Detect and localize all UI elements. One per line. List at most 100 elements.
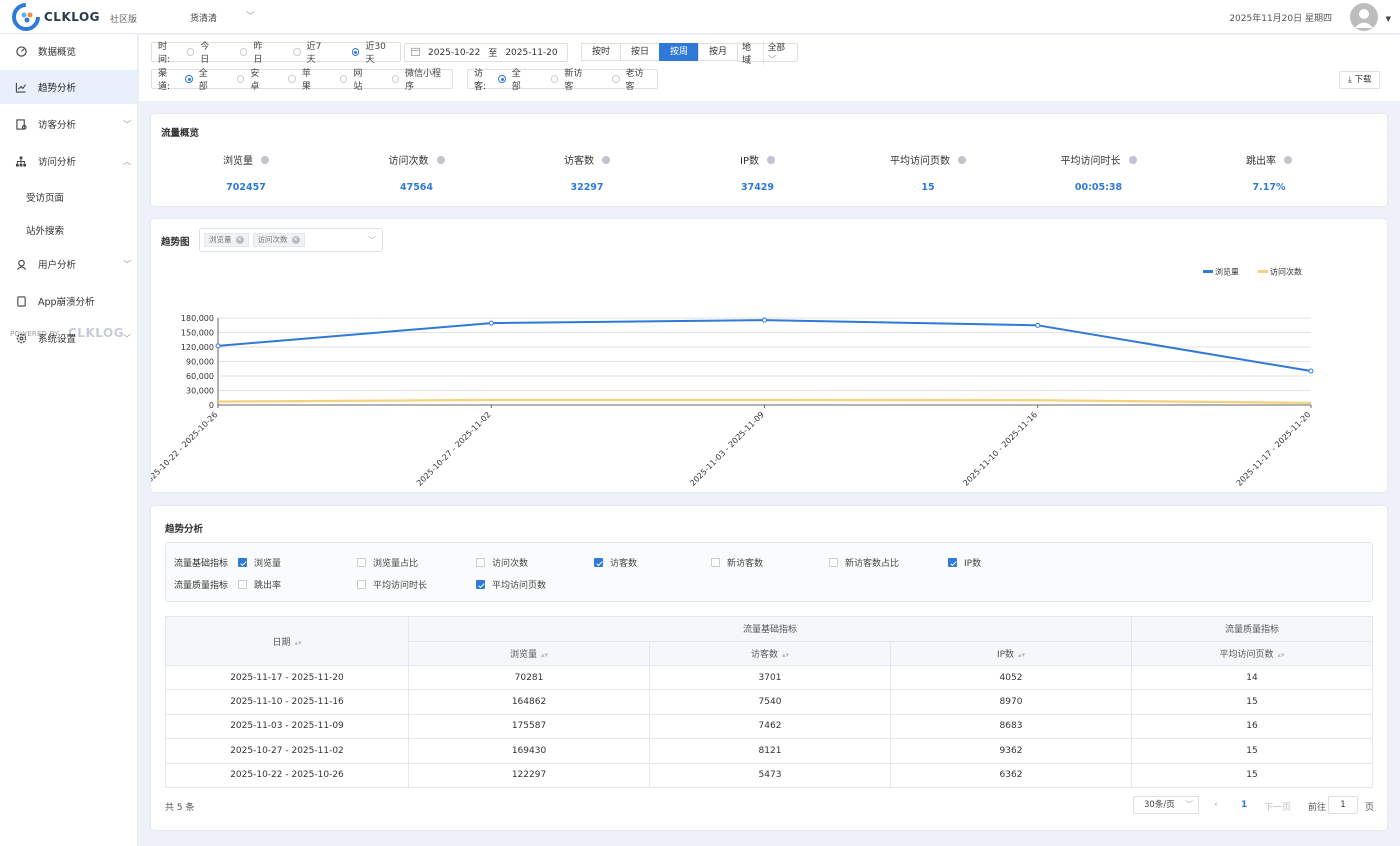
- table-row: 2025-11-17 - 2025-11-20 70281 3701 4052 14: [165, 664, 1373, 691]
- calendar-icon: [411, 47, 420, 59]
- sidebar-item-visitor[interactable]: 访客分析 ﹀: [0, 107, 137, 141]
- date-start[interactable]: 2025-10-22: [428, 47, 481, 58]
- metric-checkbox[interactable]: 访问次数: [476, 556, 528, 569]
- visitors-column-header[interactable]: 访客数 ▴▾: [649, 640, 891, 666]
- sidebar-item-access[interactable]: 访问分析 ︿: [0, 144, 137, 178]
- clklog-logo-icon[interactable]: [12, 3, 42, 31]
- help-icon[interactable]: [436, 155, 445, 164]
- table-cell: 2025-10-27 - 2025-11-02: [165, 738, 409, 764]
- chevron-down-icon: ﹀: [1185, 800, 1193, 809]
- checkbox-icon[interactable]: [594, 558, 603, 567]
- sidebar-subitem-visited-pages[interactable]: 受访页面: [26, 193, 65, 204]
- avg-pages-column-header[interactable]: 平均访问页数 ▴▾: [1131, 640, 1373, 666]
- metric-checkbox[interactable]: 访客数: [594, 556, 637, 569]
- granularity-month-button[interactable]: 按月: [698, 43, 739, 61]
- checkbox-icon[interactable]: [711, 558, 720, 567]
- download-button[interactable]: ⤓ 下载: [1339, 71, 1381, 89]
- sidebar-item-overview[interactable]: 数据概览: [0, 34, 137, 68]
- sidebar-item-user[interactable]: 用户分析 ﹀: [0, 247, 137, 281]
- date-column-header[interactable]: 日期 ▴▾: [165, 616, 409, 666]
- help-icon[interactable]: [958, 155, 966, 164]
- close-icon[interactable]: ×: [235, 236, 244, 244]
- checkbox-icon[interactable]: [476, 580, 485, 589]
- data-point: [1035, 322, 1041, 328]
- visitor-option-returning[interactable]: 老访客: [611, 66, 651, 92]
- metric-tag[interactable]: 浏览量 ×: [204, 233, 249, 247]
- stat-value: 32297: [570, 182, 604, 193]
- sidebar-subitem-external-search[interactable]: 站外搜索: [26, 226, 65, 237]
- next-page-button[interactable]: 下一页: [1264, 803, 1292, 813]
- caret-down-icon[interactable]: ▼: [1385, 15, 1391, 23]
- date-separator: 至: [488, 49, 498, 59]
- checkbox-icon[interactable]: [238, 580, 247, 589]
- table-cell: 169430: [408, 738, 650, 764]
- x-tick-label: 2025-11-10 - 2025-11-16: [961, 410, 1039, 488]
- granularity-week-button[interactable]: 按周: [659, 43, 700, 61]
- chevron-down-icon[interactable]: ﹀: [246, 12, 256, 22]
- metric-checkbox[interactable]: 浏览量占比: [357, 556, 418, 569]
- channel-option-web[interactable]: 网站: [340, 66, 370, 92]
- sort-icon[interactable]: ▴▾: [1018, 650, 1026, 659]
- sort-icon[interactable]: ▴▾: [781, 650, 790, 659]
- goto-page-input[interactable]: 1: [1328, 796, 1358, 814]
- checkbox-icon[interactable]: [948, 558, 957, 567]
- chevron-down-icon[interactable]: ﹀: [368, 236, 376, 245]
- channel-option-android[interactable]: 安卓: [236, 66, 267, 92]
- visitor-option-all[interactable]: 全部: [498, 66, 529, 92]
- help-icon[interactable]: [602, 155, 610, 164]
- time-option-today[interactable]: 今日: [186, 39, 218, 65]
- metric-multiselect[interactable]: 浏览量 × 访问次数 × ﹀: [199, 228, 383, 252]
- sort-icon[interactable]: ▴▾: [1277, 650, 1285, 659]
- help-icon[interactable]: [261, 155, 269, 164]
- avatar[interactable]: [1350, 3, 1378, 31]
- time-option-30days[interactable]: 近30天: [351, 39, 394, 65]
- project-selector[interactable]: 货清清: [190, 14, 218, 24]
- current-date: 2025年11月20日 星期四: [1229, 14, 1332, 24]
- ip-column-header[interactable]: IP数 ▴▾: [890, 640, 1132, 666]
- analysis-title: 趋势分析: [165, 524, 204, 535]
- table-row: 2025-11-10 - 2025-11-16 164862 7540 8970 15: [165, 689, 1373, 715]
- visitor-option-new[interactable]: 新访客: [550, 66, 590, 92]
- stat-bounce-rate: 跳出率 7.17%: [1184, 152, 1354, 193]
- date-end[interactable]: 2025-11-20: [505, 47, 558, 58]
- page-size-select[interactable]: 30条/页 ﹀: [1133, 796, 1199, 814]
- metric-checkbox[interactable]: IP数: [948, 556, 981, 569]
- checkbox-icon[interactable]: [238, 558, 247, 567]
- checkbox-icon[interactable]: [357, 580, 366, 589]
- channel-option-ios[interactable]: 苹果: [288, 66, 318, 92]
- help-icon[interactable]: [766, 155, 775, 164]
- sort-icon[interactable]: ▴▾: [294, 638, 302, 647]
- sidebar-item-settings[interactable]: 系统设置 ﹀: [0, 321, 137, 355]
- checkbox-icon[interactable]: [357, 558, 366, 567]
- checkbox-icon[interactable]: [829, 558, 838, 567]
- metric-checkbox[interactable]: 平均访问时长: [357, 578, 427, 591]
- metric-checkbox[interactable]: 平均访问页数: [476, 578, 546, 591]
- help-icon[interactable]: [1284, 155, 1292, 164]
- granularity-hour-button[interactable]: 按时: [581, 43, 622, 61]
- time-option-7days[interactable]: 近7天: [292, 39, 330, 65]
- sidebar-item-app-crash[interactable]: App崩溃分析: [0, 284, 137, 318]
- metric-checkbox[interactable]: 浏览量: [238, 556, 281, 569]
- sort-icon[interactable]: ▴▾: [540, 650, 549, 659]
- prev-page-button[interactable]: ‹: [1214, 800, 1218, 810]
- sidebar-item-trend[interactable]: 趋势分析: [0, 70, 137, 104]
- channel-option-miniprogram[interactable]: 微信小程序: [391, 66, 446, 92]
- region-select[interactable]: 全部 ﹀: [762, 40, 793, 65]
- close-icon[interactable]: ×: [291, 236, 300, 244]
- metric-checkbox[interactable]: 新访客数: [711, 556, 763, 569]
- metric-tag[interactable]: 访问次数 ×: [252, 233, 305, 247]
- channel-option-all[interactable]: 全部: [185, 66, 215, 92]
- granularity-group: 按时 按日 按周 按月: [581, 43, 739, 61]
- x-tick-label: 2025-10-27 - 2025-11-02: [415, 410, 493, 488]
- stat-pageviews: 浏览量 702457: [161, 152, 331, 193]
- pageviews-column-header[interactable]: 浏览量 ▴▾: [408, 640, 650, 666]
- metric-checkbox[interactable]: 跳出率: [238, 578, 281, 591]
- current-page[interactable]: 1: [1241, 800, 1248, 810]
- metric-checkbox[interactable]: 新访客数占比: [829, 556, 899, 569]
- checkbox-icon[interactable]: [476, 558, 485, 567]
- help-icon[interactable]: [1128, 155, 1137, 164]
- table-cell: 4052: [890, 664, 1132, 691]
- time-option-yesterday[interactable]: 昨日: [239, 39, 271, 65]
- date-range-picker[interactable]: 2025-10-22 至 2025-11-20: [404, 43, 568, 62]
- granularity-day-button[interactable]: 按日: [620, 43, 661, 61]
